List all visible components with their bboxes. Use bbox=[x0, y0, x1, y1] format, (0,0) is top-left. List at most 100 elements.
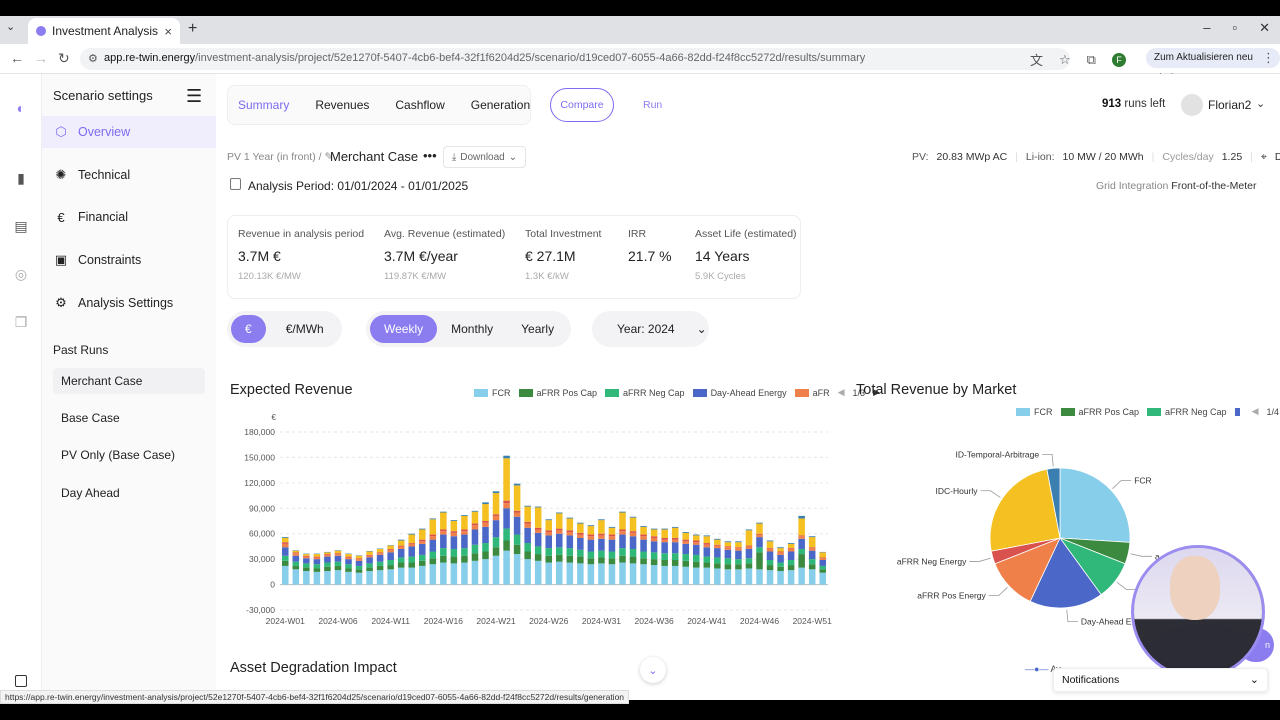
browser-menu-icon[interactable]: ⋮ bbox=[1262, 50, 1275, 65]
chevron-down-icon: ⌄ bbox=[508, 151, 518, 163]
close-window-icon[interactable]: ✕ bbox=[1259, 20, 1270, 35]
browser-tab[interactable]: Investment Analysis × bbox=[28, 18, 180, 44]
bookmark-star-icon[interactable]: ☆ bbox=[1059, 51, 1071, 67]
bar-segment bbox=[313, 564, 321, 569]
compare-button[interactable]: Compare bbox=[550, 88, 614, 122]
legend-item[interactable]: aFR bbox=[794, 388, 830, 398]
bar-segment bbox=[724, 541, 732, 543]
bar-chart-icon[interactable]: ▮ bbox=[17, 170, 25, 186]
bar-segment bbox=[545, 562, 552, 585]
maximize-icon[interactable]: ▫ bbox=[1232, 20, 1238, 35]
user-name[interactable]: Florian2 bbox=[1208, 98, 1252, 112]
sidebar-item-overview[interactable]: ⬡ Overview bbox=[42, 116, 216, 148]
cube-icon: ⬡ bbox=[55, 124, 67, 139]
bar-segment bbox=[566, 562, 574, 585]
unit-euro-option[interactable]: € bbox=[231, 315, 266, 343]
back-icon[interactable]: ← bbox=[10, 50, 24, 66]
legend-item[interactable]: aFRR Neg Cap bbox=[1147, 407, 1227, 417]
past-run-pv-only[interactable]: PV Only (Base Case) bbox=[61, 448, 176, 462]
bar-segment bbox=[619, 562, 626, 585]
bar-segment bbox=[334, 561, 342, 566]
legend-label: aFRR Pos Cap bbox=[1078, 406, 1140, 417]
documents-icon[interactable]: ❐ bbox=[14, 314, 28, 330]
bar-segment bbox=[440, 534, 447, 549]
sidebar-item-technical[interactable]: ✺ Technical bbox=[42, 159, 216, 191]
period-monthly-option[interactable]: Monthly bbox=[451, 322, 494, 336]
url-input[interactable]: ⚙ app.re-twin.energy/investment-analysis… bbox=[80, 48, 1070, 70]
legend-item[interactable]: Day-Ahead Energy bbox=[692, 388, 787, 398]
restart-to-update-button[interactable]: Zum Aktualisieren neu starten bbox=[1146, 48, 1280, 83]
chevron-down-icon[interactable]: ⌄ bbox=[1249, 674, 1259, 686]
runs-left-text: runs left bbox=[1124, 98, 1166, 110]
tab-generation[interactable]: Generation bbox=[470, 98, 531, 112]
new-tab-icon[interactable]: + bbox=[188, 20, 198, 37]
extensions-icon[interactable]: ⧉ bbox=[1086, 51, 1096, 67]
bar-segment bbox=[608, 558, 616, 565]
minimize-icon[interactable]: – bbox=[1203, 20, 1211, 35]
bar-segment bbox=[587, 536, 595, 540]
bar-segment bbox=[661, 539, 668, 543]
close-tab-icon[interactable]: × bbox=[164, 23, 172, 39]
profile-avatar[interactable]: F bbox=[1111, 52, 1126, 67]
site-info-icon[interactable]: ⚙ bbox=[88, 53, 98, 65]
bar-segment bbox=[313, 568, 321, 572]
explore-icon[interactable]: ◎ bbox=[14, 266, 28, 282]
translate-icon[interactable]: 文 bbox=[1030, 53, 1044, 68]
revenue-bar-chart[interactable]: €180,000 150,000 120,000 90,000 60,000 30,000… bbox=[230, 408, 835, 630]
past-run-merchant-case[interactable]: Merchant Case bbox=[53, 368, 205, 394]
legend-item[interactable]: FCR bbox=[474, 388, 511, 398]
bar-segment bbox=[408, 562, 415, 568]
app-logo-icon[interactable]: ◐ bbox=[16, 100, 26, 116]
legend-item[interactable]: aFRR Neg Cap bbox=[605, 388, 685, 398]
bar-segment bbox=[345, 559, 352, 565]
bar-segment bbox=[366, 555, 373, 558]
tab-summary[interactable]: Summary bbox=[238, 98, 290, 112]
legend-next-icon[interactable]: ▶ bbox=[873, 387, 880, 397]
bar-segment bbox=[387, 549, 394, 553]
legend-page: 1/4 bbox=[1266, 406, 1279, 417]
more-options-icon[interactable]: ••• bbox=[423, 148, 437, 163]
past-run-base-case[interactable]: Base Case bbox=[61, 411, 120, 425]
bar-segment bbox=[355, 558, 363, 560]
bar-segment bbox=[355, 555, 363, 559]
calendar-icon bbox=[230, 178, 241, 190]
period-weekly-option[interactable]: Weekly bbox=[370, 315, 438, 343]
bar-segment bbox=[355, 572, 363, 585]
run-button[interactable]: Run bbox=[643, 99, 663, 111]
legend-item[interactable]: FCR bbox=[1016, 407, 1053, 417]
bar-segment bbox=[724, 542, 732, 547]
collapse-sidebar-icon[interactable] bbox=[15, 675, 27, 687]
hamburger-menu-icon[interactable]: ☰ bbox=[186, 86, 203, 106]
legend-item[interactable]: aFRR Pos Cap bbox=[1060, 406, 1140, 417]
bar-segment bbox=[292, 569, 300, 585]
scroll-down-button[interactable]: ⌄ bbox=[640, 657, 666, 683]
sidebar-item-analysis-settings[interactable]: ⚙ Analysis Settings bbox=[42, 287, 216, 319]
browser-tabstrip bbox=[0, 16, 1280, 44]
legend-prev-icon[interactable]: ◀ bbox=[837, 387, 845, 397]
download-button[interactable]: ⤓ Download ⌄ bbox=[443, 146, 526, 168]
reload-icon[interactable]: ↻ bbox=[58, 50, 70, 66]
legend-prev-icon[interactable]: ◀ bbox=[1251, 406, 1259, 416]
sidebar-item-financial[interactable]: € Financial bbox=[42, 201, 216, 233]
bar-segment bbox=[503, 550, 510, 585]
analytics-icon[interactable]: ▤ bbox=[14, 218, 28, 234]
bar-segment bbox=[534, 560, 542, 585]
period-yearly-option[interactable]: Yearly bbox=[521, 322, 555, 336]
gear-icon: ⚙ bbox=[55, 295, 67, 310]
notifications-panel[interactable]: Notifications ⌄ bbox=[1053, 668, 1268, 692]
unit-euro-per-mwh-option[interactable]: €/MWh bbox=[285, 322, 324, 336]
forward-icon[interactable]: → bbox=[34, 50, 48, 66]
sidebar-item-constraints[interactable]: ▣ Constraints bbox=[42, 244, 216, 276]
tab-cashflow[interactable]: Cashflow bbox=[395, 98, 445, 112]
bar-segment bbox=[661, 559, 668, 566]
user-avatar[interactable] bbox=[1181, 94, 1203, 116]
past-run-day-ahead[interactable]: Day Ahead bbox=[61, 486, 120, 500]
legend-item[interactable]: aFRR Pos Cap bbox=[518, 388, 597, 398]
bar-segment bbox=[682, 566, 689, 585]
webcam-overlay bbox=[1131, 545, 1265, 679]
tab-revenues[interactable]: Revenues bbox=[315, 98, 370, 112]
tab-search-icon[interactable]: ⌄ bbox=[6, 21, 16, 33]
year-select[interactable]: Year: 2024 ⌄ bbox=[592, 311, 709, 347]
chevron-down-icon[interactable]: ⌄ bbox=[1256, 98, 1266, 110]
